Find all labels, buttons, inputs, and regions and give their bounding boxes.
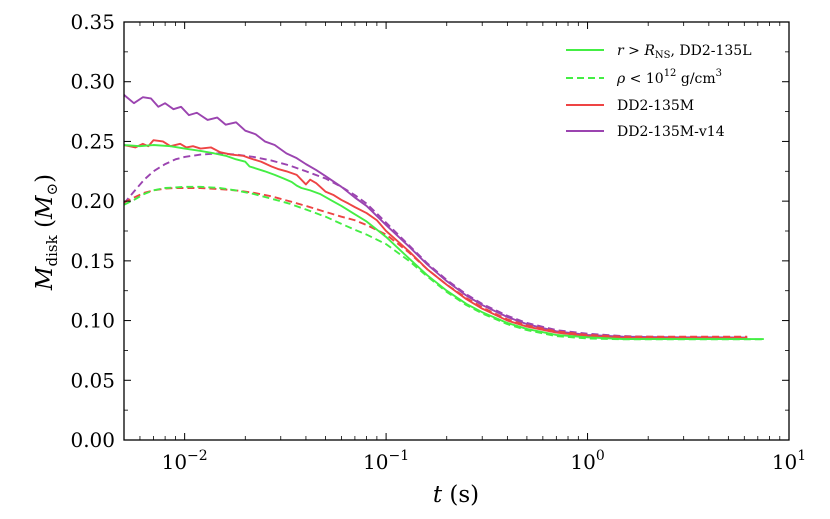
series-line-dd2-135m-v14-10-12 — [123, 152, 748, 339]
legend-label-rho-lt: ρ < 1012 g/cm3 — [616, 68, 722, 87]
x-axis-label: t (s) — [433, 482, 479, 508]
y-axis-label: Mdisk (M⊙) — [32, 174, 61, 291]
x-tick-label: 100 — [570, 448, 604, 474]
legend-label-dd2-135m-v14: DD2-135M-v14 — [617, 124, 725, 140]
y-tick-label: 0.00 — [70, 428, 115, 452]
legend: r > RNS, DD2-135L ρ < 1012 g/cm3 DD2-135… — [566, 43, 752, 140]
legend-label-dd2-135m: DD2-135M — [617, 98, 694, 114]
y-tick-label: 0.10 — [70, 309, 115, 333]
x-tick-label: 10−2 — [162, 448, 208, 474]
y-tick-label: 0.30 — [70, 70, 115, 94]
y-tick-label: 0.25 — [70, 129, 115, 153]
y-tick-label: 0.05 — [70, 368, 115, 392]
x-tick-label: 10−1 — [363, 448, 409, 474]
ticks-layer: 0.00 0.05 0.10 0.15 0.20 0.25 0.30 0.35 10−2 10−1… — [70, 10, 806, 474]
series-line-dd2-135m-v14-r-r-ns — [123, 94, 748, 339]
series-layer — [123, 94, 764, 341]
x-tick-label: 101 — [772, 448, 806, 474]
series-line-dd2-135l-r-r-ns — [123, 144, 764, 341]
y-tick-label: 0.35 — [70, 10, 115, 34]
series-line-dd2-135l-10-12 — [123, 185, 764, 341]
series-line-dd2-135m-10-12 — [123, 187, 748, 338]
y-tick-label: 0.15 — [70, 249, 115, 273]
series-line-dd2-135m-r-r-ns — [123, 139, 748, 339]
y-tick-label: 0.20 — [70, 189, 115, 213]
legend-label-r-gt-rns: r > RNS, DD2-135L — [617, 43, 752, 61]
